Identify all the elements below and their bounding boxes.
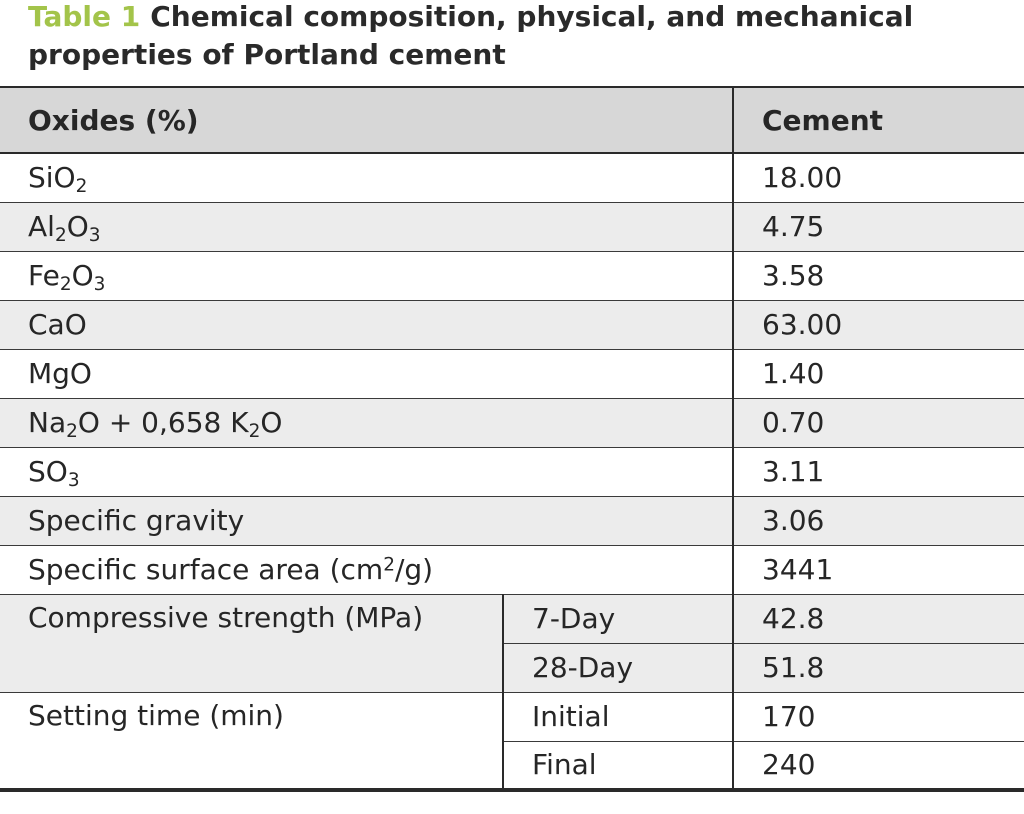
table-row: Na2O + 0,658 K2O 0.70: [0, 398, 1024, 448]
row-value: 42.8: [732, 594, 1024, 644]
table-row: 28-Day 51.8: [0, 643, 1024, 693]
group-label-compressive-strength: Compressive strength (MPa): [0, 594, 503, 693]
table-row: Fe2O3 3.58: [0, 251, 1024, 301]
row-value: 51.8: [732, 643, 1024, 693]
row-label: Na2O + 0,658 K2O: [0, 398, 733, 448]
table-title: Chemical composition, physical, and mech…: [28, 0, 914, 71]
row-value: 3441: [732, 545, 1024, 595]
row-value: 3.58: [732, 251, 1024, 301]
row-label: Fe2O3: [0, 251, 733, 301]
row-value: 170: [732, 692, 1024, 742]
group-sublabel: Initial: [502, 692, 733, 742]
group-sublabel: 28-Day: [502, 643, 733, 693]
table-row: CaO 63.00: [0, 300, 1024, 350]
row-label: SiO2: [0, 153, 733, 203]
cement-properties-table: Oxides (%) Cement SiO2 18.00 Al2O3 4.75 …: [0, 86, 1024, 792]
table-number-label: Table 1: [28, 0, 141, 33]
table-row: MgO 1.40: [0, 349, 1024, 399]
row-value: 0.70: [732, 398, 1024, 448]
table-row: SO3 3.11: [0, 447, 1024, 497]
table-row: Specific surface area (cm2/g) 3441: [0, 545, 1024, 595]
table-row: Final 240: [0, 741, 1024, 792]
header-cement: Cement: [732, 86, 1024, 154]
table-header-row: Oxides (%) Cement: [0, 86, 1024, 154]
row-value: 4.75: [732, 202, 1024, 252]
table-row: Specific gravity 3.06: [0, 496, 1024, 546]
table-caption: Table 1 Chemical composition, physical, a…: [28, 0, 1024, 74]
row-label: Specific surface area (cm2/g): [0, 545, 733, 595]
row-value: 3.11: [732, 447, 1024, 497]
table-row: Al2O3 4.75: [0, 202, 1024, 252]
row-value: 240: [732, 741, 1024, 792]
header-oxides: Oxides (%): [0, 86, 733, 154]
row-label: MgO: [0, 349, 733, 399]
row-value: 63.00: [732, 300, 1024, 350]
group-sublabel: Final: [502, 741, 733, 792]
table-row: Setting time (min) Initial 170: [0, 692, 1024, 792]
table-row: Compressive strength (MPa) 7-Day 42.8: [0, 594, 1024, 693]
row-label: Al2O3: [0, 202, 733, 252]
table-row: SiO2 18.00: [0, 153, 1024, 203]
row-value: 3.06: [732, 496, 1024, 546]
row-label: CaO: [0, 300, 733, 350]
row-value: 18.00: [732, 153, 1024, 203]
row-label: Specific gravity: [0, 496, 733, 546]
row-value: 1.40: [732, 349, 1024, 399]
row-label: SO3: [0, 447, 733, 497]
group-label-setting-time: Setting time (min): [0, 692, 503, 792]
group-sublabel: 7-Day: [502, 594, 733, 644]
